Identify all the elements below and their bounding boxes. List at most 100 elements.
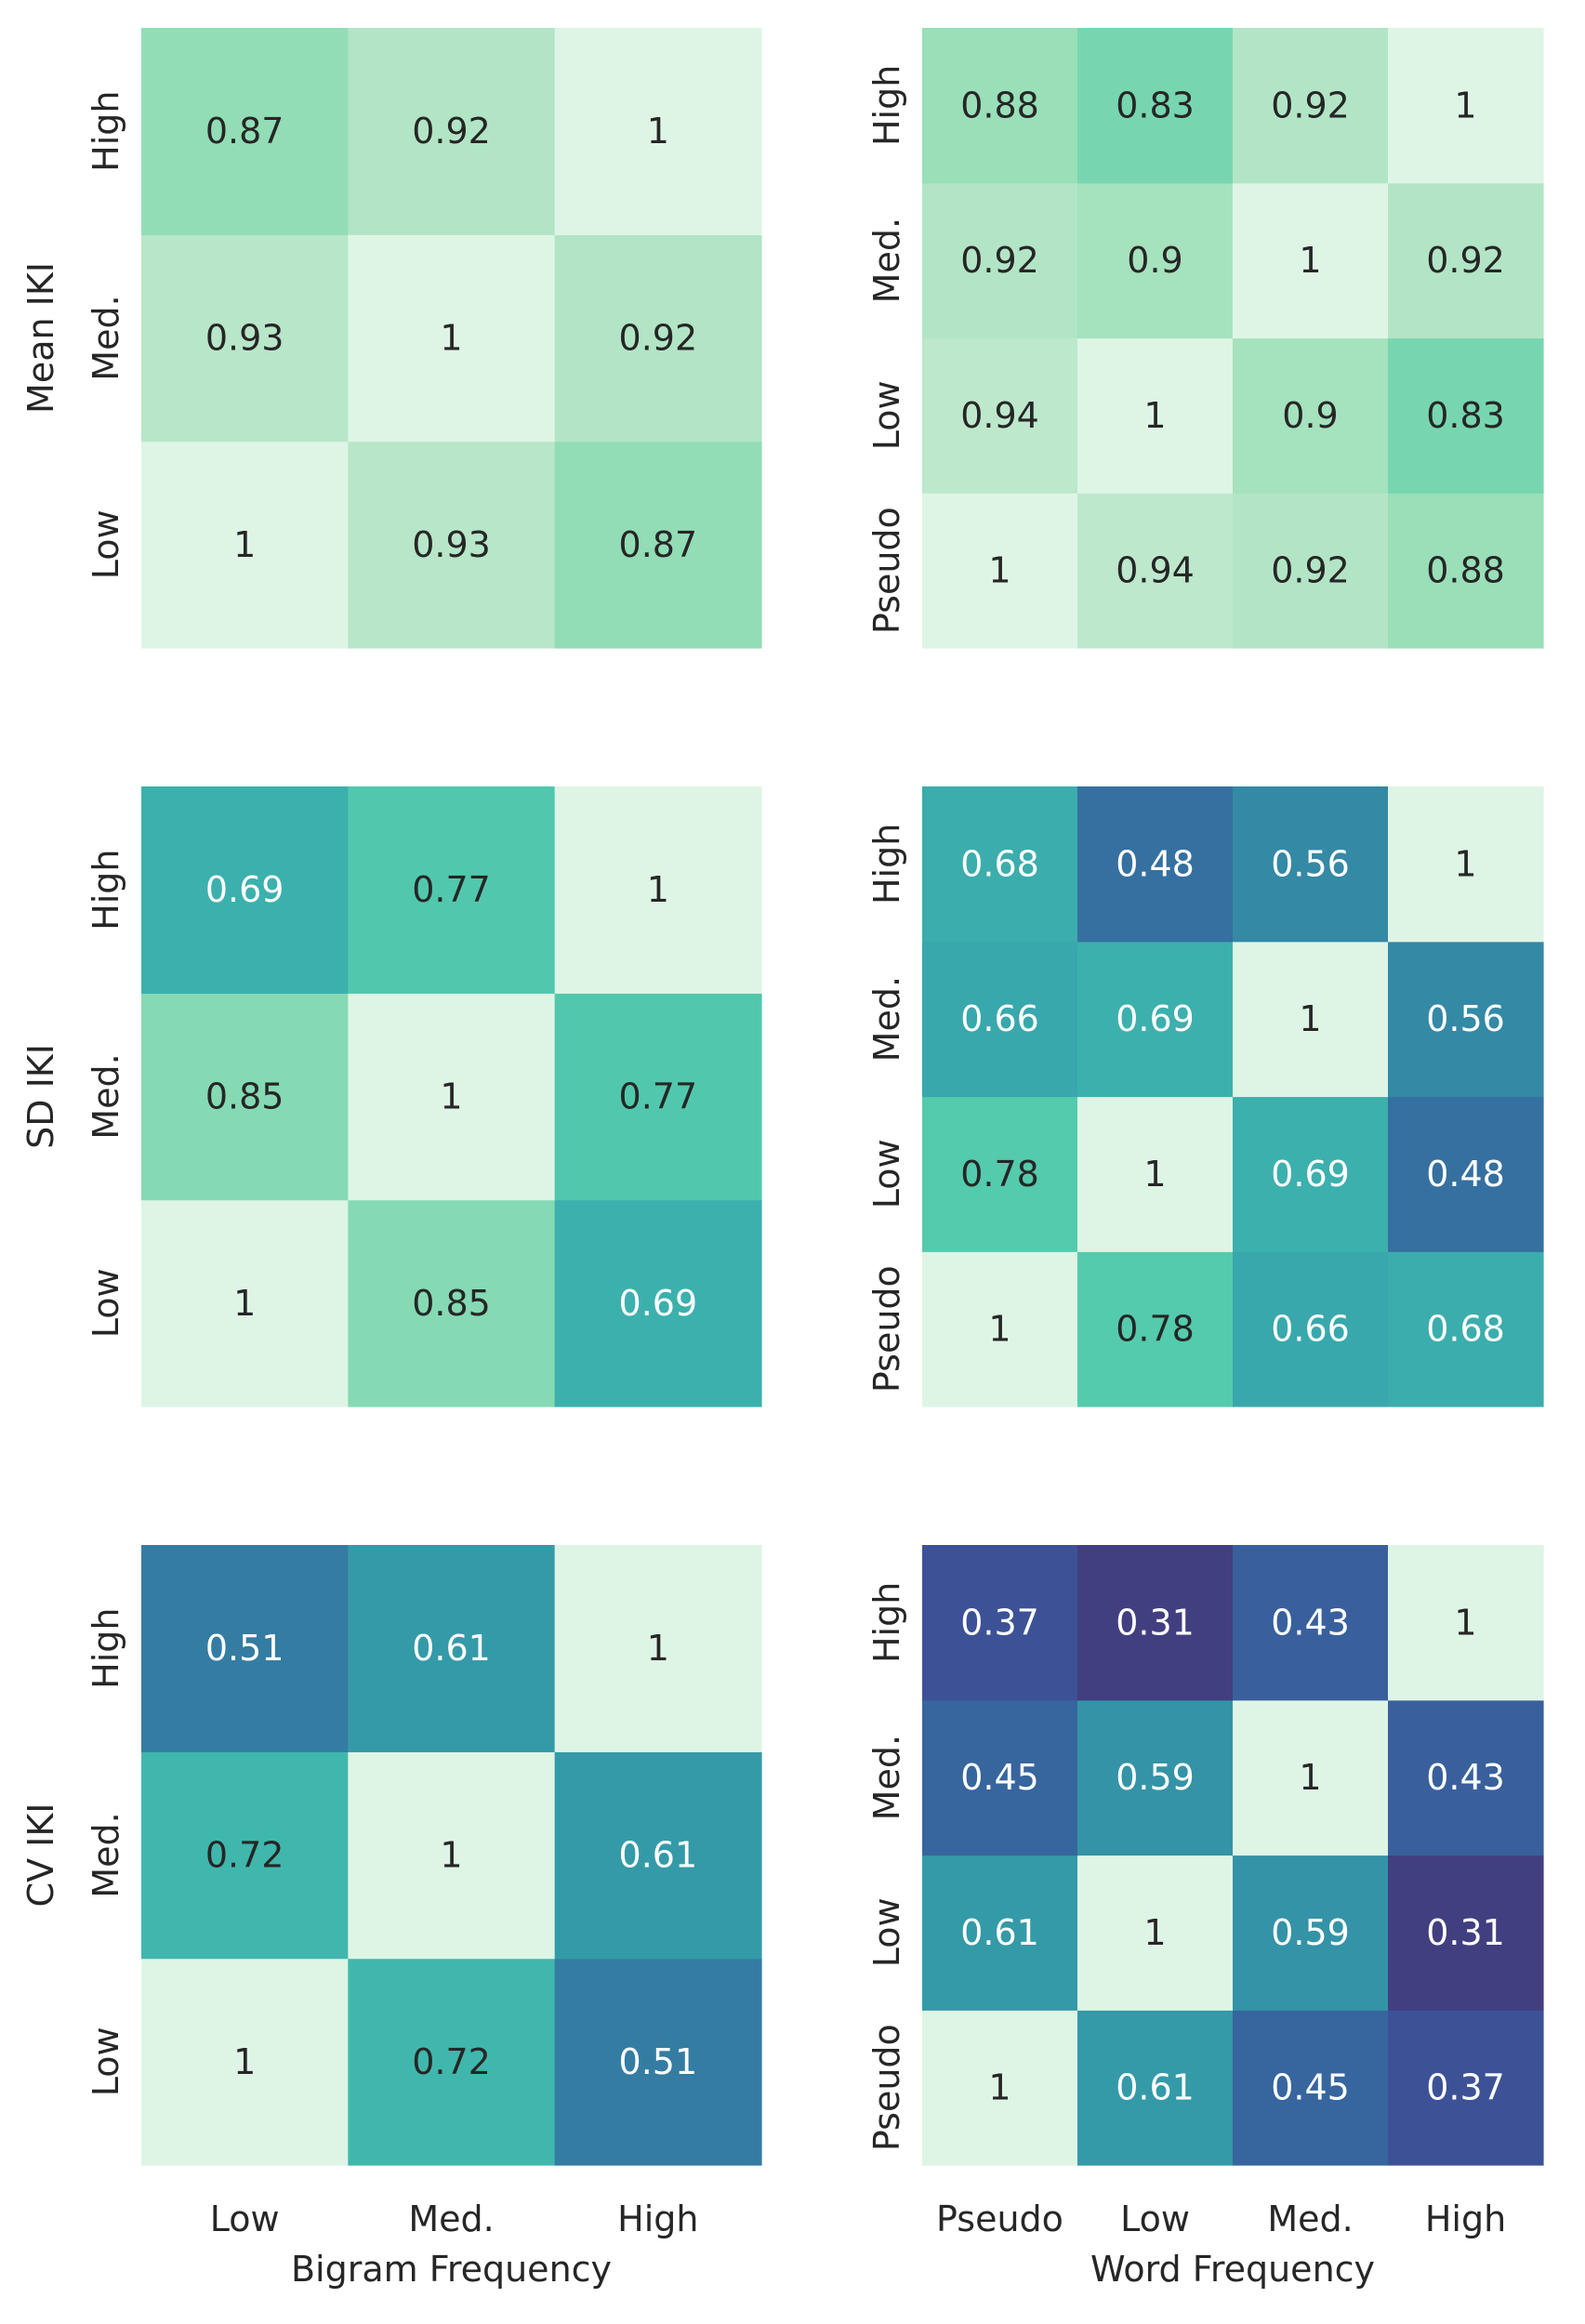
heatmap-cell — [348, 441, 556, 649]
y-axis-label: Mean IKI — [20, 262, 61, 414]
cell-value-label: 0.56 — [1271, 843, 1350, 884]
heatmap-cell — [922, 786, 1078, 943]
heatmap-cell — [141, 993, 349, 1201]
heatmap-cell — [1233, 1251, 1389, 1407]
y-tick-label: High — [866, 65, 907, 146]
cell-value-label: 0.48 — [1426, 1154, 1505, 1195]
cell-value-label: 0.83 — [1426, 395, 1505, 436]
cell-value-label: 1 — [988, 550, 1010, 591]
cell-value-label: 0.68 — [960, 843, 1039, 884]
heatmap-cell — [1077, 1545, 1234, 1701]
heatmap-cell — [348, 234, 556, 442]
y-axis-label: CV IKI — [20, 1803, 61, 1908]
heatmap-cell — [1077, 1096, 1234, 1252]
heatmap-cell — [922, 493, 1078, 649]
cell-value-label: 1 — [1143, 395, 1166, 436]
heatmap-cell — [141, 1199, 349, 1407]
y-tick-label: Low — [86, 1268, 126, 1338]
heatmap-cell — [922, 28, 1078, 184]
heatmap-cell — [1233, 182, 1389, 339]
cell-value-label: 1 — [1299, 998, 1321, 1039]
heatmap-cell — [554, 786, 762, 994]
heatmap-panel-1: 1 0.93 0.87 0.93 1 0.92 0.87 0.92 1 Low Med. High Me… — [20, 28, 762, 649]
cell-value-label: 0.43 — [1271, 1602, 1350, 1643]
heatmap-cell — [554, 993, 762, 1201]
heatmap-cell — [1388, 182, 1544, 339]
cell-value-label: 0.31 — [1426, 1912, 1505, 1953]
heatmap-cell — [922, 1251, 1078, 1407]
cell-value-label: 0.37 — [1426, 2067, 1505, 2108]
heatmap-cell — [1077, 337, 1234, 494]
cell-value-label: 1 — [1454, 1602, 1476, 1643]
cell-value-label: 0.93 — [205, 318, 284, 359]
heatmap-cell — [141, 1545, 349, 1752]
cell-value-label: 1 — [647, 1628, 669, 1669]
heatmap-cell — [141, 1958, 349, 2166]
heatmap-panel-3: 1 0.85 0.69 0.85 1 0.77 0.69 0.77 1 Low Med. High SD… — [20, 786, 762, 1407]
cell-value-label: 1 — [233, 1283, 256, 1324]
heatmap-cell — [1388, 1096, 1544, 1252]
cell-value-label: 1 — [1454, 85, 1476, 125]
y-tick-label: Med. — [86, 295, 126, 380]
cell-value-label: 0.48 — [1116, 843, 1195, 884]
heatmap-cell — [554, 1545, 762, 1752]
cell-value-label: 0.88 — [960, 85, 1039, 125]
cell-value-label: 0.92 — [1271, 550, 1350, 591]
heatmap-cell — [1388, 28, 1544, 184]
heatmap-cell — [1077, 786, 1234, 943]
cell-value-label: 0.51 — [619, 2041, 698, 2082]
heatmap-cell — [1233, 1699, 1389, 1856]
cell-value-label: 0.45 — [1271, 2067, 1350, 2108]
cell-value-label: 0.61 — [1116, 2067, 1195, 2108]
cell-value-label: 0.61 — [619, 1835, 698, 1876]
heatmap-cell — [1388, 493, 1544, 649]
cell-value-label: 0.87 — [619, 524, 698, 565]
x-axis-label: Word Frequency — [1090, 2249, 1375, 2290]
cell-value-label: 1 — [647, 869, 669, 910]
heatmap-cell — [141, 234, 349, 442]
y-tick-label: Low — [866, 380, 907, 450]
heatmap-cell — [1233, 941, 1389, 1098]
heatmap-cell — [922, 1699, 1078, 1856]
y-tick-label: Low — [866, 1897, 907, 1967]
cell-value-label: 0.69 — [205, 869, 284, 910]
heatmap-panel-2: 1 0.94 0.92 0.88 0.94 1 0.9 0.83 0.92 0.9 1 0.92 0.8… — [866, 28, 1544, 649]
heatmap-cell — [922, 1545, 1078, 1701]
cell-value-label: 1 — [440, 1076, 462, 1117]
y-tick-label: Low — [86, 2027, 126, 2096]
heatmap-cell — [1388, 941, 1544, 1098]
y-tick-label: Pseudo — [866, 507, 907, 634]
cell-value-label: 0.45 — [960, 1757, 1039, 1798]
heatmap-cell — [922, 941, 1078, 1098]
heatmap-cell — [922, 1096, 1078, 1252]
y-tick-label: Med. — [86, 1812, 126, 1897]
cell-value-label: 0.72 — [205, 1835, 284, 1876]
cell-value-label: 0.92 — [960, 240, 1039, 281]
x-tick-label: Low — [1120, 2199, 1190, 2239]
heatmap-cell — [1077, 28, 1234, 184]
cell-value-label: 0.61 — [960, 1912, 1039, 1953]
heatmap-panel-5: 1 0.72 0.51 0.72 1 0.61 0.51 0.61 1 Low Med. High CV… — [20, 1545, 762, 2290]
heatmap-cell — [1388, 786, 1544, 943]
heatmap-cell — [348, 28, 556, 235]
cell-value-label: 0.92 — [1426, 240, 1505, 281]
heatmap-cell — [1077, 493, 1234, 649]
heatmap-cell — [1233, 786, 1389, 943]
heatmap-cell — [554, 28, 762, 235]
cell-value-label: 0.85 — [412, 1283, 491, 1324]
heatmap-cell — [141, 786, 349, 994]
x-axis-label: Bigram Frequency — [291, 2249, 612, 2290]
heatmap-cell — [554, 1958, 762, 2166]
y-tick-label: High — [86, 1607, 126, 1688]
cell-value-label: 1 — [1143, 1912, 1166, 1953]
heatmap-cell — [1233, 493, 1389, 649]
cell-value-label: 0.9 — [1282, 395, 1338, 436]
cell-value-label: 1 — [647, 111, 669, 152]
x-tick-label: Pseudo — [936, 2199, 1063, 2239]
cell-value-label: 0.93 — [412, 524, 491, 565]
heatmap-cell — [1388, 337, 1544, 494]
cell-value-label: 0.68 — [1426, 1309, 1505, 1350]
y-tick-label: Pseudo — [866, 2024, 907, 2151]
heatmap-cell — [1388, 1855, 1544, 2011]
cell-value-label: 1 — [1299, 1757, 1321, 1798]
